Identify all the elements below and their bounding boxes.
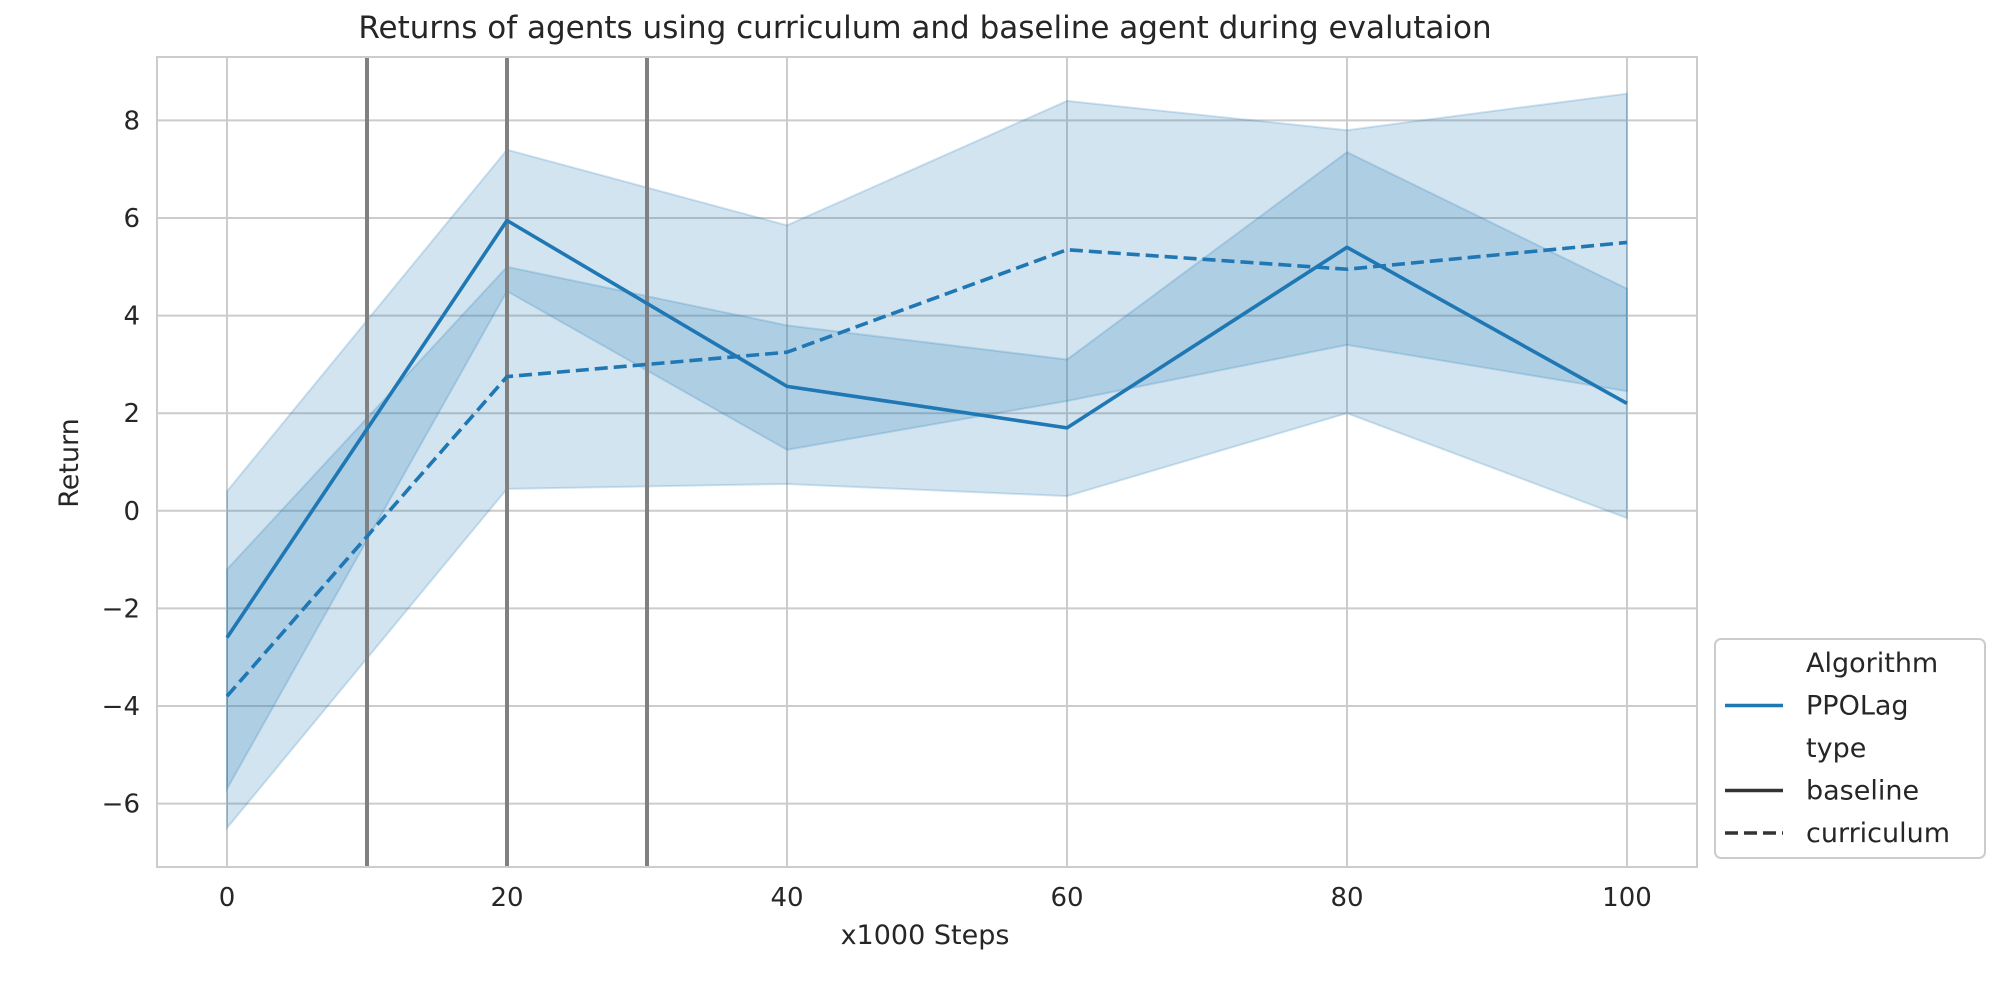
y-tick-label: 6 [123, 204, 140, 234]
legend-label-curriculum: curriculum [1806, 818, 1950, 849]
legend-label-PPOLag: PPOLag [1806, 691, 1909, 722]
x-tick-label: 60 [1050, 883, 1083, 913]
y-tick-label: 2 [123, 399, 140, 429]
plot-frame [156, 56, 1698, 868]
x-tick-label: 80 [1330, 883, 1363, 913]
series-line-curriculum [225, 240, 1628, 698]
y-tick-label: 8 [123, 106, 140, 136]
y-tick-label: 4 [123, 302, 140, 332]
y-tick-label: −2 [102, 594, 140, 624]
x-tick-label: 40 [770, 883, 803, 913]
series-line-baseline [225, 218, 1628, 639]
ci-band-curriculum [226, 92, 1628, 831]
tick-labels: 0 20 40 60 80 100 −6 −4 −2 0 2 4 6 8 [102, 106, 1652, 913]
chart-title: Returns of agents using curriculum and b… [358, 10, 1491, 46]
x-axis-label: x1000 Steps [841, 920, 1010, 951]
legend-frame [1714, 638, 1986, 859]
legend-label-type: type [1806, 733, 1866, 764]
vertical-markers [365, 57, 649, 867]
confidence-bands [226, 92, 1628, 831]
legend-label-baseline: baseline [1806, 776, 1919, 807]
grid [157, 57, 1697, 867]
y-tick-label: −6 [102, 790, 140, 820]
x-tick-label: 20 [490, 883, 523, 913]
y-tick-label: −4 [102, 692, 140, 722]
legend-label-Algorithm: Algorithm [1806, 648, 1938, 679]
y-axis-label: Return [54, 418, 85, 508]
x-tick-label: 100 [1602, 883, 1652, 913]
x-tick-label: 0 [219, 883, 236, 913]
y-tick-label: 0 [123, 497, 140, 527]
legend: Algorithm PPOLag type baseline curriculum [1714, 638, 1986, 859]
series-lines [225, 218, 1628, 698]
